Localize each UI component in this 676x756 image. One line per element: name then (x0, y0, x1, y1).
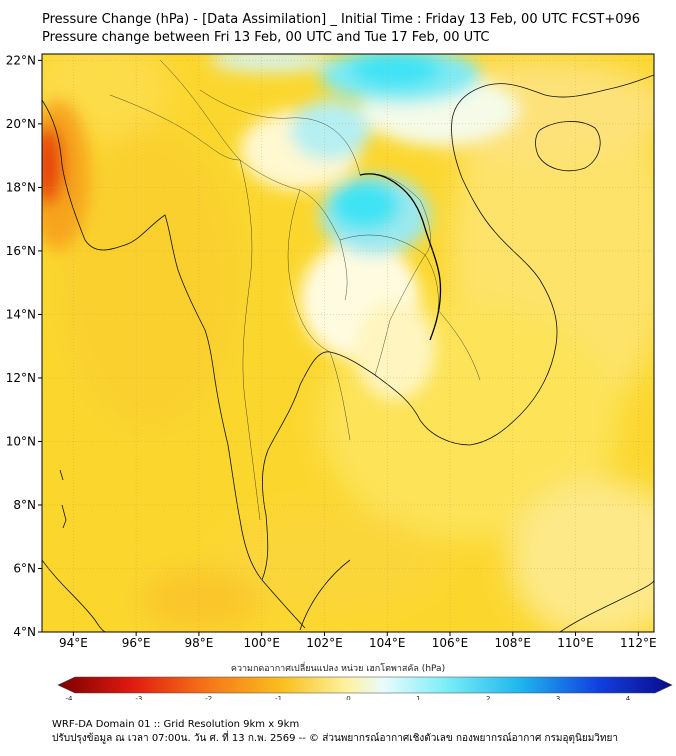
lat-label: 10°N (6, 434, 36, 448)
colorbar-tick-label: 1 (416, 695, 420, 700)
colorbar-tick-label: 3 (556, 695, 560, 700)
lon-label: 106°E (432, 636, 469, 650)
pressure-field (42, 54, 654, 632)
lon-label: 96°E (122, 636, 151, 650)
longitude-labels: 94°E 96°E 98°E 100°E 102°E 104°E 106°E 108°E 110… (59, 632, 657, 650)
colorbar-tick-label: -4 (66, 695, 74, 700)
lat-label: 6°N (13, 561, 36, 575)
lat-label: 14°N (6, 307, 36, 321)
lon-label: 112°E (620, 636, 657, 650)
lat-label: 20°N (6, 117, 36, 131)
colorbar-tick-label: 4 (626, 695, 631, 700)
lat-label: 4°N (13, 625, 36, 639)
latitude-labels: 22°N 20°N 18°N 16°N 14°N 12°N 10°N 8°N 6°N 4°N (6, 53, 42, 639)
colorbar-tick-label: -2 (205, 695, 212, 700)
update-info: ปรับปรุงข้อมูล ณ เวลา 07:00น. วัน ศ. ที่… (52, 733, 618, 744)
colorbar-gradient (57, 676, 673, 694)
lat-label: 12°N (6, 371, 36, 385)
coastlines (42, 74, 654, 632)
map-border (41, 53, 655, 633)
lon-label: 94°E (59, 636, 88, 650)
map-title: Pressure Change (hPa) - [Data Assimilati… (42, 12, 641, 27)
lat-label: 22°N (6, 53, 36, 67)
lon-label: 102°E (306, 636, 343, 650)
lat-label: 8°N (13, 498, 36, 512)
pressure-change-map: 22°N 20°N 18°N 16°N 14°N 12°N 10°N 8°N 6°N 4°N 94… (6, 53, 673, 700)
colorbar-ticks: -4 -3 -2 -1 0 1 2 3 4 (66, 695, 631, 700)
colorbar-tick-label: 2 (486, 695, 490, 700)
country-border-highlight (359, 173, 442, 341)
lon-label: 100°E (243, 636, 280, 650)
map-subtitle: Pressure change between Fri 13 Feb, 00 U… (42, 30, 490, 45)
lat-label: 18°N (6, 180, 36, 194)
lat-label: 16°N (6, 244, 36, 258)
lon-label: 98°E (184, 636, 213, 650)
colorbar-tick-label: -3 (135, 695, 142, 700)
model-info: WRF-DA Domain 01 :: Grid Resolution 9km … (52, 719, 300, 730)
lon-label: 104°E (369, 636, 406, 650)
colorbar-label: ความกดอากาศเปลี่ยนแปลง หน่วย เฮกโตพาสคัล… (230, 664, 446, 674)
lon-label: 110°E (557, 636, 594, 650)
graticule (42, 54, 654, 633)
lon-label: 108°E (495, 636, 532, 650)
colorbar: -4 -3 -2 -1 0 1 2 3 4 (57, 676, 673, 700)
colorbar-tick-label: -1 (275, 695, 282, 700)
colorbar-tick-label: 0 (346, 695, 350, 700)
